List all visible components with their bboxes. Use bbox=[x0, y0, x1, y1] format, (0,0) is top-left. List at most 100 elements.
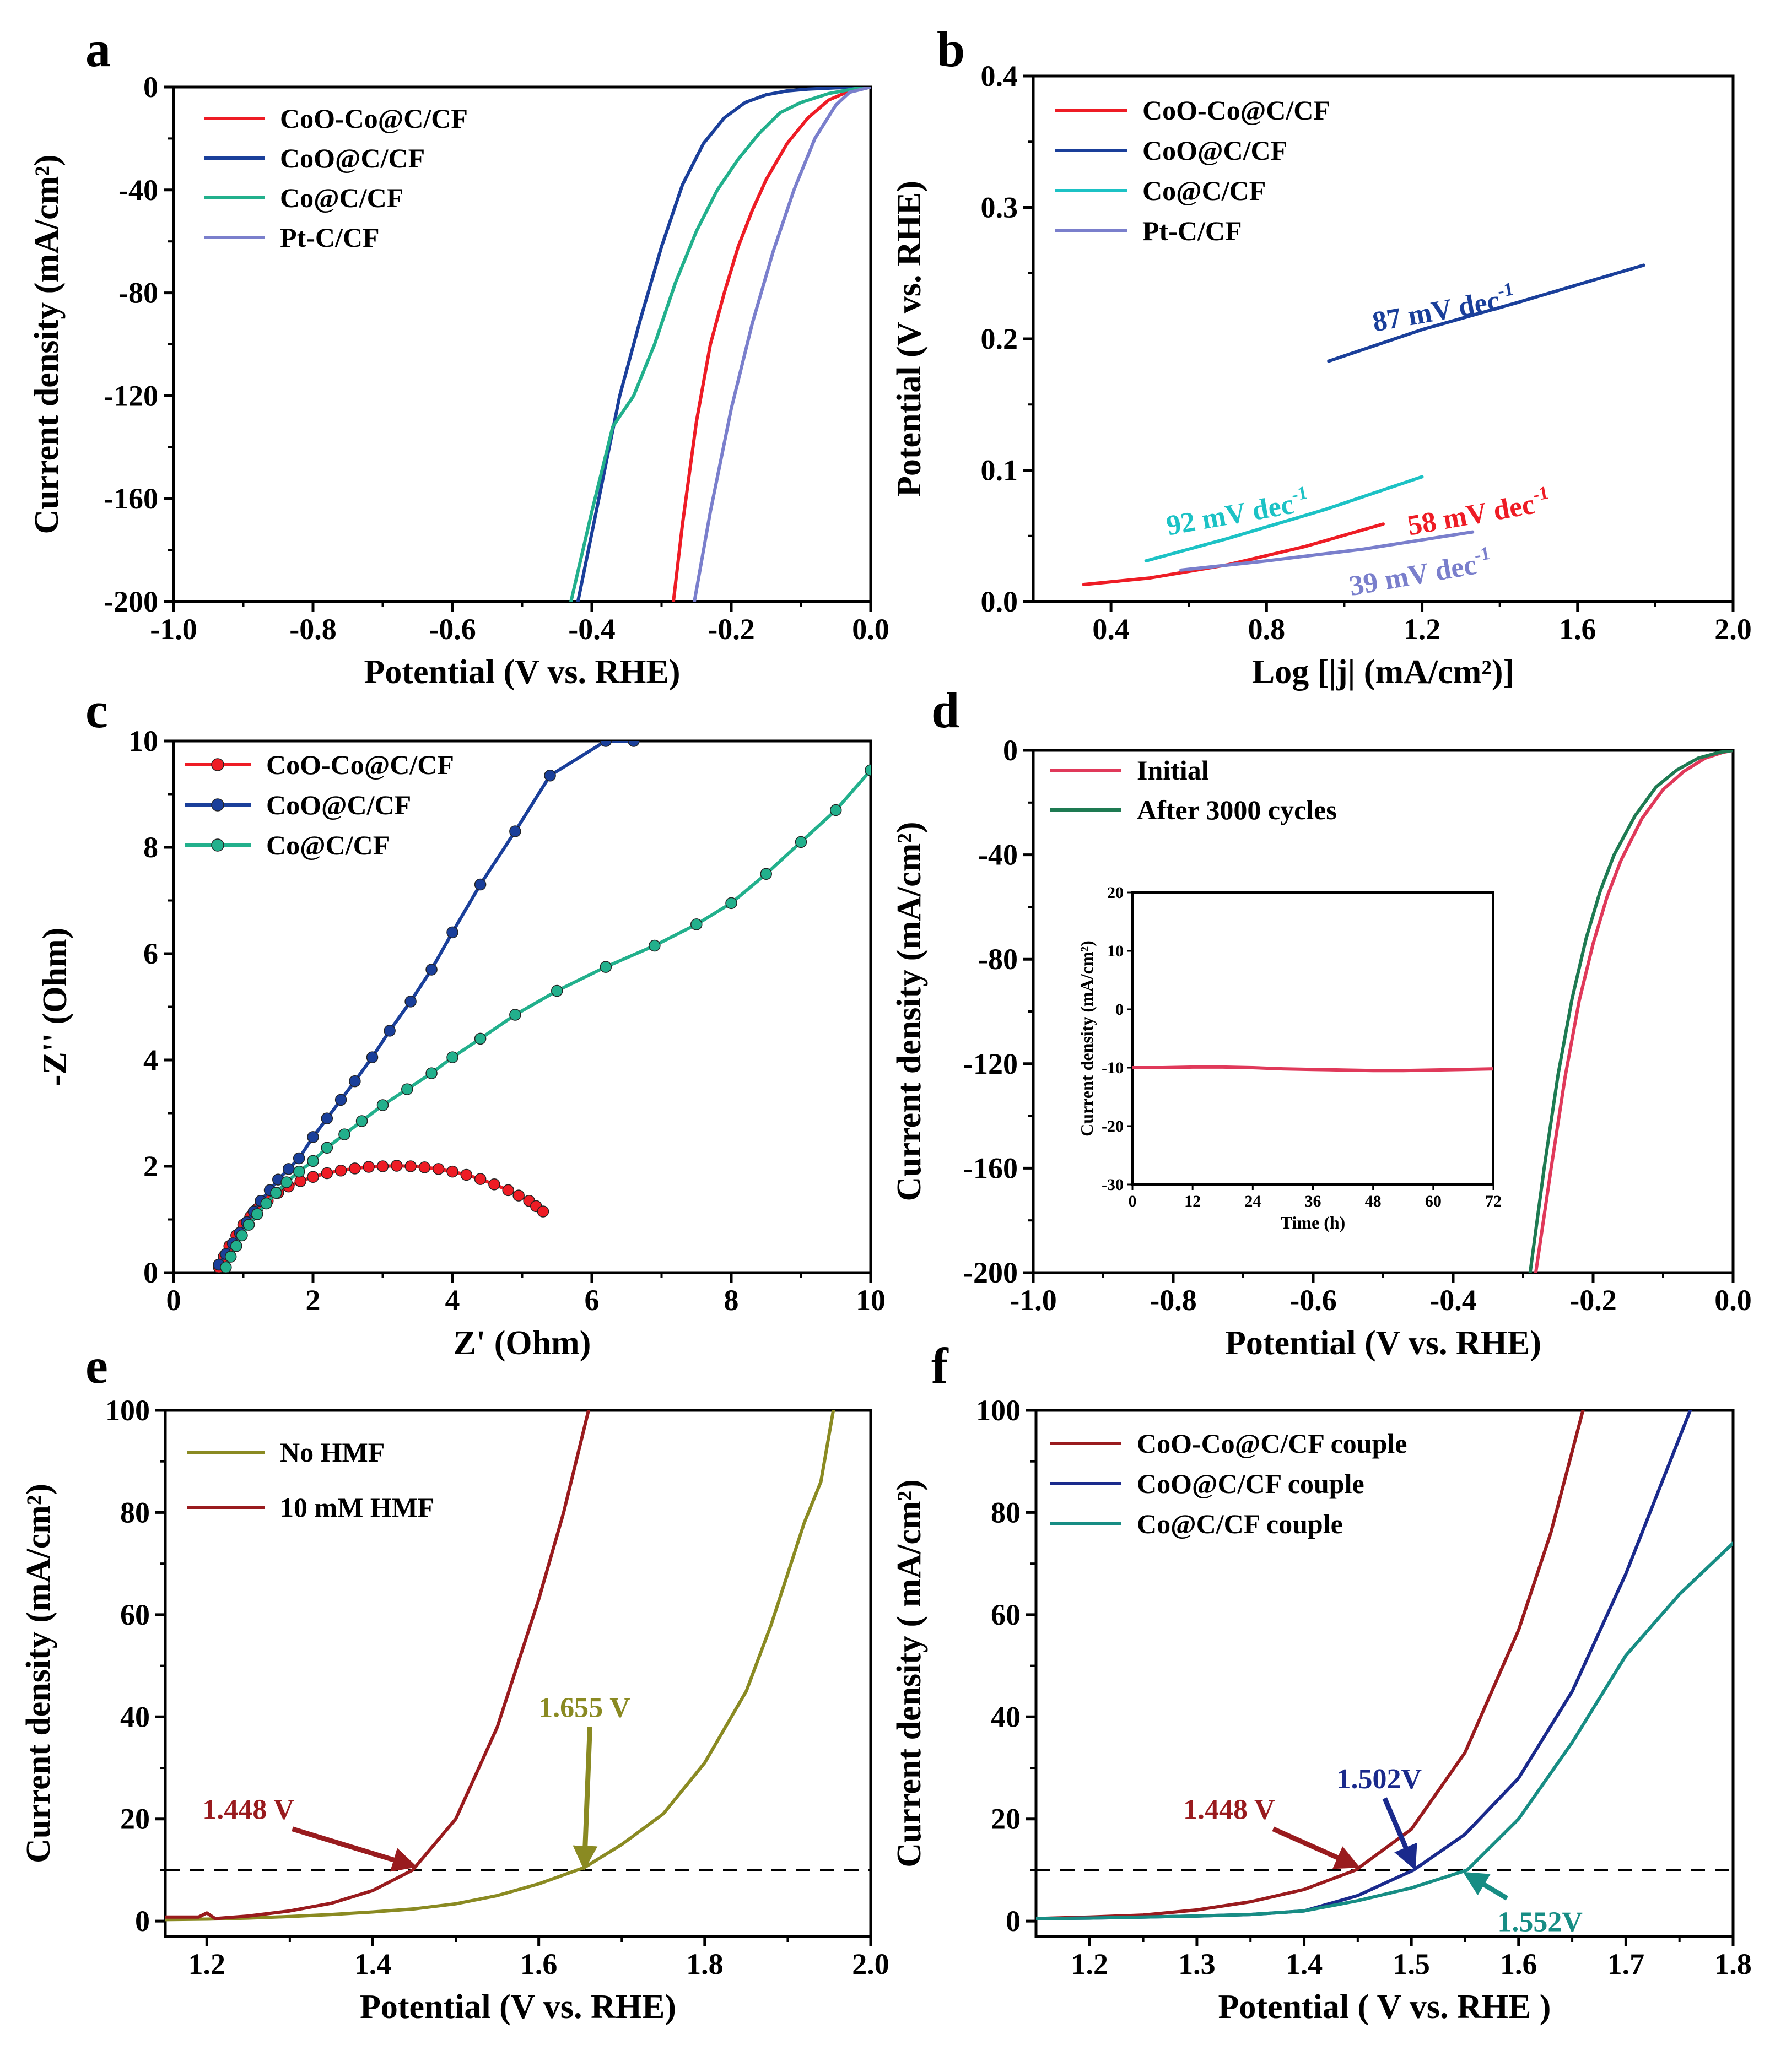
data-point-c-0 bbox=[502, 1184, 514, 1197]
data-point-c-2 bbox=[865, 764, 871, 776]
x-axis-title-f: Potential ( V vs. RHE ) bbox=[1218, 1988, 1551, 2026]
y-axis-title-e: Current density (mA/cm²) bbox=[20, 1484, 57, 1863]
x-tick-label-c: 8 bbox=[724, 1284, 739, 1317]
y-tick-label-f: 20 bbox=[991, 1803, 1021, 1836]
data-point-c-2 bbox=[293, 1165, 305, 1178]
data-point-c-0 bbox=[321, 1167, 333, 1180]
y-tick-label-b: 0.0 bbox=[981, 585, 1018, 618]
x-tick-label-c: 0 bbox=[166, 1284, 181, 1317]
inset-chart: 0 12 24 36 48 60 72 -30 -20 -10 0 10 20 Time (h) Curre… bbox=[1077, 884, 1502, 1232]
data-point-c-1 bbox=[628, 741, 640, 747]
data-point-c-2 bbox=[509, 1009, 521, 1021]
inset-x-tick-label: 0 bbox=[1129, 1192, 1137, 1210]
y-axis-title-b: Potential (V vs. RHE) bbox=[891, 181, 928, 497]
series-line-f-0 bbox=[1036, 1410, 1585, 1920]
series-line-b-2 bbox=[1144, 475, 1424, 563]
data-point-c-2 bbox=[830, 804, 842, 816]
y-tick-label-b: 0.2 bbox=[981, 322, 1018, 355]
legend-label-f: Co@C/CF couple bbox=[1137, 1508, 1343, 1539]
annotation-f: 1.502V bbox=[1336, 1763, 1422, 1795]
series-line-a-0 bbox=[672, 87, 871, 602]
panel-letter-c: c bbox=[85, 682, 108, 738]
x-tick-label-a: -0.4 bbox=[568, 613, 615, 646]
y-tick-label-a: -80 bbox=[118, 277, 158, 310]
panel-letter-f: f bbox=[931, 1338, 949, 1394]
data-point-c-1 bbox=[366, 1051, 379, 1063]
data-point-c-0 bbox=[432, 1163, 445, 1175]
data-point-c-0 bbox=[537, 1205, 549, 1218]
data-point-c-1 bbox=[474, 878, 487, 891]
y-tick-label-d: -40 bbox=[978, 838, 1018, 872]
annotation-text: 1.448 V bbox=[1183, 1794, 1275, 1826]
inset-y-tick-label: -20 bbox=[1102, 1117, 1124, 1135]
data-point-c-1 bbox=[404, 996, 417, 1008]
annotation-text: 1.655 V bbox=[538, 1692, 630, 1723]
plot-area-a bbox=[569, 87, 871, 602]
data-point-c-2 bbox=[251, 1208, 263, 1220]
annotation-sup: -1 bbox=[1290, 483, 1309, 505]
data-point-c-2 bbox=[224, 1251, 237, 1263]
data-point-c-1 bbox=[293, 1152, 305, 1165]
y-tick-label-f: 80 bbox=[991, 1496, 1021, 1529]
inset-x-tick-label: 48 bbox=[1365, 1192, 1382, 1210]
data-point-c-2 bbox=[474, 1032, 487, 1045]
data-point-c-0 bbox=[334, 1164, 347, 1177]
y-tick-label-c: 6 bbox=[143, 937, 158, 970]
y-tick-label-d: 0 bbox=[1003, 734, 1018, 767]
data-point-c-0 bbox=[349, 1162, 361, 1175]
series-line-b-1 bbox=[1327, 263, 1645, 363]
x-tick-label-b: 1.6 bbox=[1559, 613, 1596, 646]
y-axis-title-a: Current density (mA/cm²) bbox=[28, 155, 66, 534]
data-point-c-2 bbox=[236, 1229, 248, 1242]
plot-area-e bbox=[165, 1410, 871, 1922]
data-point-c-2 bbox=[220, 1261, 232, 1273]
y-tick-label-f: 40 bbox=[991, 1700, 1021, 1733]
annotation-b: 58 mV dec-1 bbox=[1405, 483, 1552, 542]
y-tick-label-e: 80 bbox=[120, 1496, 150, 1529]
legend-label-b: Co@C/CF bbox=[1142, 175, 1266, 206]
data-point-c-0 bbox=[376, 1160, 389, 1172]
legend-label-d: After 3000 cycles bbox=[1137, 794, 1337, 825]
legend-label-a: CoO@C/CF bbox=[280, 143, 425, 174]
legend-label-c: CoO@C/CF bbox=[266, 789, 411, 820]
x-axis-title-e: Potential (V vs. RHE) bbox=[360, 1988, 676, 2026]
legend-label-b: Pt-C/CF bbox=[1142, 215, 1242, 246]
data-point-c-1 bbox=[349, 1075, 361, 1088]
x-tick-label-a: -0.2 bbox=[708, 613, 754, 646]
data-point-c-1 bbox=[384, 1025, 396, 1037]
inset-y-title: Current density (mA/cm²) bbox=[1077, 940, 1097, 1137]
x-tick-label-f: 1.2 bbox=[1071, 1947, 1109, 1981]
legend-label-a: Co@C/CF bbox=[280, 182, 403, 213]
series-line-d-1 bbox=[1528, 750, 1733, 1273]
data-point-c-1 bbox=[425, 964, 438, 976]
y-tick-label-c: 4 bbox=[143, 1043, 158, 1076]
plot-area-b bbox=[1082, 263, 1645, 586]
x-axis-title-d: Potential (V vs. RHE) bbox=[1225, 1324, 1541, 1362]
data-point-c-2 bbox=[725, 897, 737, 910]
panel-letter-a: a bbox=[85, 21, 111, 77]
inset-y-tick-label: 0 bbox=[1115, 1000, 1124, 1019]
data-point-c-2 bbox=[401, 1083, 413, 1095]
panel-letter-e: e bbox=[85, 1338, 108, 1394]
data-point-c-2 bbox=[690, 918, 703, 930]
y-tick-label-d: -80 bbox=[978, 943, 1018, 976]
x-tick-label-c: 4 bbox=[445, 1284, 460, 1317]
data-point-c-2 bbox=[355, 1115, 368, 1127]
annotation-arrow-f bbox=[1463, 1871, 1509, 1901]
inset-y-tick-label: 20 bbox=[1107, 884, 1124, 902]
y-tick-label-b: 0.1 bbox=[981, 454, 1018, 487]
inset-y-tick-label: 10 bbox=[1107, 942, 1124, 960]
legend-marker-c bbox=[211, 758, 224, 771]
y-axis-title-d: Current density (mA/cm²) bbox=[891, 822, 928, 1202]
inset-x-tick-label: 24 bbox=[1244, 1192, 1261, 1210]
x-tick-label-e: 1.2 bbox=[188, 1947, 226, 1981]
x-tick-label-b: 1.2 bbox=[1404, 613, 1441, 646]
panel-a: a -1.0 -0.8 -0.6 -0.4 -0.2 0.0 -200 -160 -120 -80 -… bbox=[28, 21, 889, 691]
y-tick-label-f: 0 bbox=[1006, 1905, 1021, 1938]
plot-area-d bbox=[1528, 750, 1733, 1273]
x-axis-title-c: Z' (Ohm) bbox=[454, 1324, 591, 1362]
y-axis-title-c: -Z'' (Ohm) bbox=[36, 928, 74, 1086]
panel-letter-b: b bbox=[937, 21, 965, 77]
x-tick-label-e: 1.4 bbox=[354, 1947, 392, 1981]
data-point-c-1 bbox=[334, 1094, 347, 1106]
